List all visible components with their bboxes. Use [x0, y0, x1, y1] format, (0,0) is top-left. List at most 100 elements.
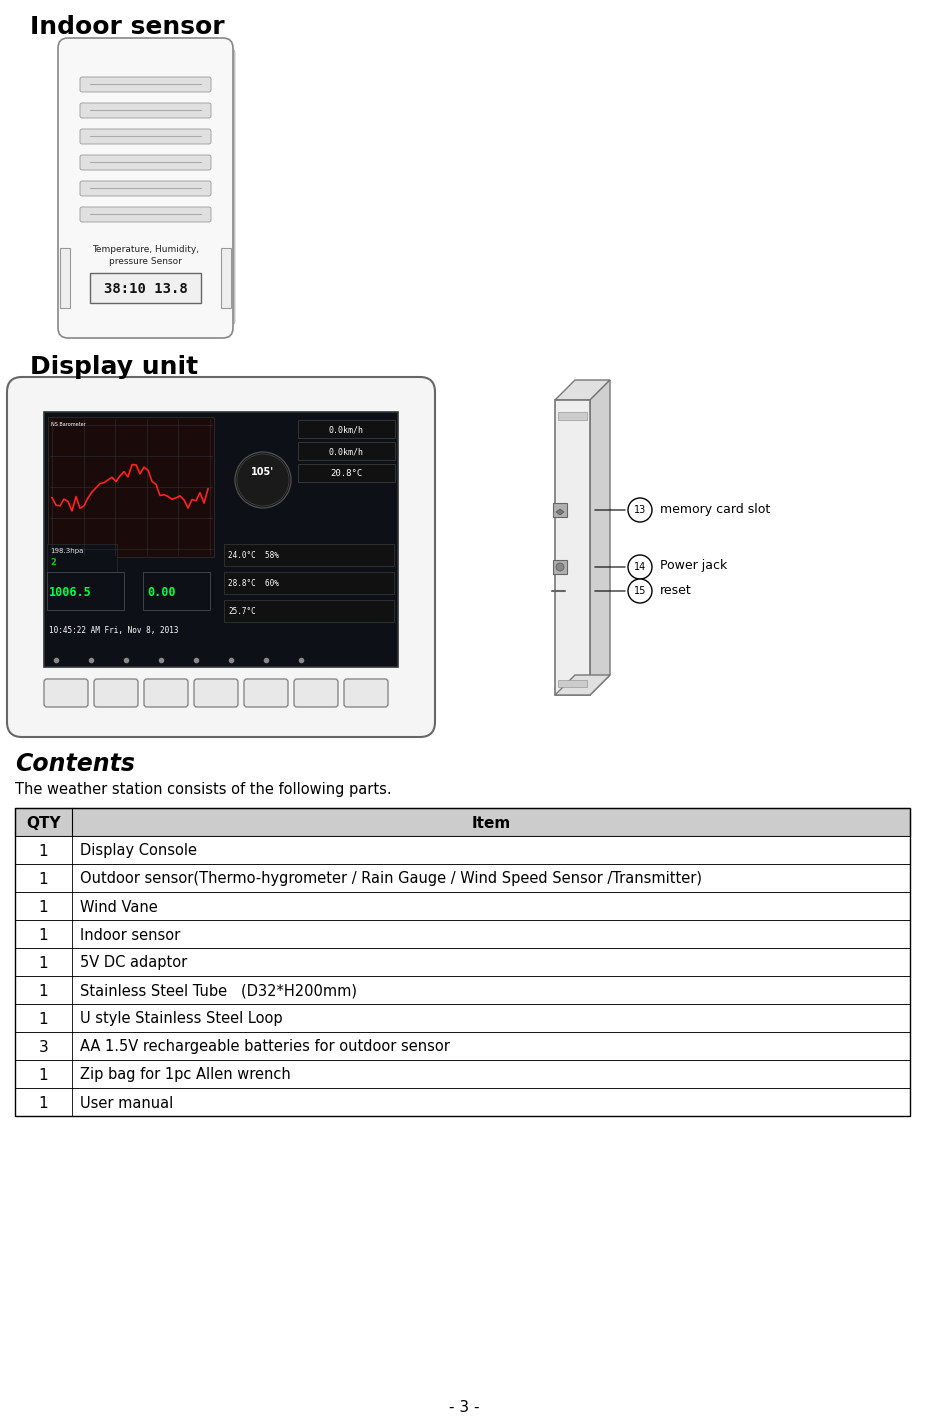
Text: Display Console: Display Console: [80, 843, 197, 859]
FancyBboxPatch shape: [244, 678, 287, 707]
Bar: [557, 680, 587, 687]
Text: 0.0km/h: 0.0km/h: [329, 425, 363, 435]
FancyBboxPatch shape: [7, 377, 435, 737]
Text: Indoor sensor: Indoor sensor: [30, 16, 224, 38]
Bar: [15, 808, 909, 1116]
Bar: [223, 545, 394, 566]
Polygon shape: [554, 380, 609, 400]
Text: 13: 13: [633, 505, 645, 515]
Text: 1: 1: [39, 956, 48, 970]
Text: 1: 1: [39, 1095, 48, 1111]
Text: - 3 -: - 3 -: [449, 1401, 478, 1415]
Text: 3: 3: [39, 1039, 48, 1055]
Text: Display unit: Display unit: [30, 356, 197, 380]
Polygon shape: [554, 675, 609, 695]
Text: 1: 1: [39, 900, 48, 914]
FancyBboxPatch shape: [219, 50, 235, 324]
Text: 198.3hpa: 198.3hpa: [50, 547, 83, 555]
Text: U style Stainless Steel Loop: U style Stainless Steel Loop: [80, 1011, 283, 1027]
Bar: [48, 417, 214, 557]
Bar: [47, 545, 117, 582]
FancyBboxPatch shape: [80, 155, 210, 171]
Text: AA 1.5V rechargeable batteries for outdoor sensor: AA 1.5V rechargeable batteries for outdo…: [80, 1039, 450, 1055]
Bar: [143, 572, 210, 610]
Text: Zip bag for 1pc Allen wrench: Zip bag for 1pc Allen wrench: [80, 1068, 290, 1082]
Text: Indoor sensor: Indoor sensor: [80, 927, 180, 943]
Text: 1: 1: [39, 984, 48, 998]
FancyBboxPatch shape: [344, 678, 387, 707]
Polygon shape: [590, 380, 609, 695]
FancyBboxPatch shape: [294, 678, 337, 707]
FancyBboxPatch shape: [80, 102, 210, 118]
Bar: [15, 892, 909, 920]
Bar: [47, 572, 124, 610]
Bar: [60, 247, 70, 309]
Text: 2: 2: [50, 557, 56, 567]
Circle shape: [628, 498, 652, 522]
Text: 0.0km/h: 0.0km/h: [329, 448, 363, 456]
FancyBboxPatch shape: [57, 38, 233, 338]
Bar: [44, 412, 398, 667]
Bar: [223, 600, 394, 621]
Text: reset: reset: [659, 583, 691, 596]
Text: 1006.5: 1006.5: [49, 586, 92, 600]
Text: Outdoor sensor(Thermo-hygrometer / Rain Gauge / Wind Speed Sensor /Transmitter): Outdoor sensor(Thermo-hygrometer / Rain …: [80, 872, 701, 886]
FancyBboxPatch shape: [144, 678, 188, 707]
Text: Wind Vane: Wind Vane: [80, 900, 158, 914]
Text: Contents: Contents: [15, 752, 134, 776]
Text: NS Barometer: NS Barometer: [51, 422, 85, 427]
Bar: [223, 572, 394, 594]
Bar: [298, 442, 395, 459]
Bar: [221, 247, 231, 309]
Text: memory card slot: memory card slot: [659, 502, 769, 516]
Bar: [15, 1059, 909, 1088]
Text: The weather station consists of the following parts.: The weather station consists of the foll…: [15, 782, 391, 796]
Text: 5V DC adaptor: 5V DC adaptor: [80, 956, 187, 970]
Text: pressure Sensor: pressure Sensor: [109, 257, 182, 266]
Circle shape: [235, 452, 291, 508]
Bar: [298, 464, 395, 482]
Text: User manual: User manual: [80, 1095, 173, 1111]
Circle shape: [555, 563, 564, 572]
Bar: [90, 273, 201, 303]
FancyBboxPatch shape: [44, 678, 88, 707]
Text: 38:10 13.8: 38:10 13.8: [104, 282, 187, 296]
FancyBboxPatch shape: [94, 678, 138, 707]
Text: 20.8°C: 20.8°C: [330, 469, 362, 478]
FancyBboxPatch shape: [80, 129, 210, 144]
Bar: [298, 419, 395, 438]
Bar: [15, 865, 909, 892]
Text: Stainless Steel Tube   (D32*H200mm): Stainless Steel Tube (D32*H200mm): [80, 984, 357, 998]
Circle shape: [628, 579, 652, 603]
Bar: [15, 836, 909, 865]
Text: 1: 1: [39, 1011, 48, 1027]
Text: 1: 1: [39, 927, 48, 943]
Text: 0.00: 0.00: [146, 586, 175, 600]
Text: Temperature, Humidity,: Temperature, Humidity,: [92, 245, 198, 255]
Bar: [552, 503, 566, 518]
Text: 1: 1: [39, 872, 48, 886]
Bar: [15, 1004, 909, 1032]
Text: 14: 14: [633, 562, 645, 572]
FancyBboxPatch shape: [194, 678, 237, 707]
Circle shape: [628, 555, 652, 579]
FancyBboxPatch shape: [80, 181, 210, 196]
Bar: [15, 808, 909, 836]
Text: QTY: QTY: [26, 815, 61, 830]
Bar: [15, 920, 909, 948]
Bar: [15, 975, 909, 1004]
Text: Power jack: Power jack: [659, 559, 727, 573]
Bar: [554, 400, 590, 695]
Text: 25.7°C: 25.7°C: [228, 607, 256, 617]
Bar: [552, 560, 566, 574]
Text: Item: Item: [471, 815, 510, 830]
Bar: [15, 1032, 909, 1059]
Text: 28.8°C  60%: 28.8°C 60%: [228, 580, 279, 589]
Text: 15: 15: [633, 586, 645, 596]
Bar: [15, 948, 909, 975]
FancyBboxPatch shape: [80, 208, 210, 222]
Text: 105': 105': [251, 466, 274, 476]
Bar: [15, 1088, 909, 1116]
Text: 1: 1: [39, 1068, 48, 1082]
Text: 24.0°C  58%: 24.0°C 58%: [228, 552, 279, 560]
